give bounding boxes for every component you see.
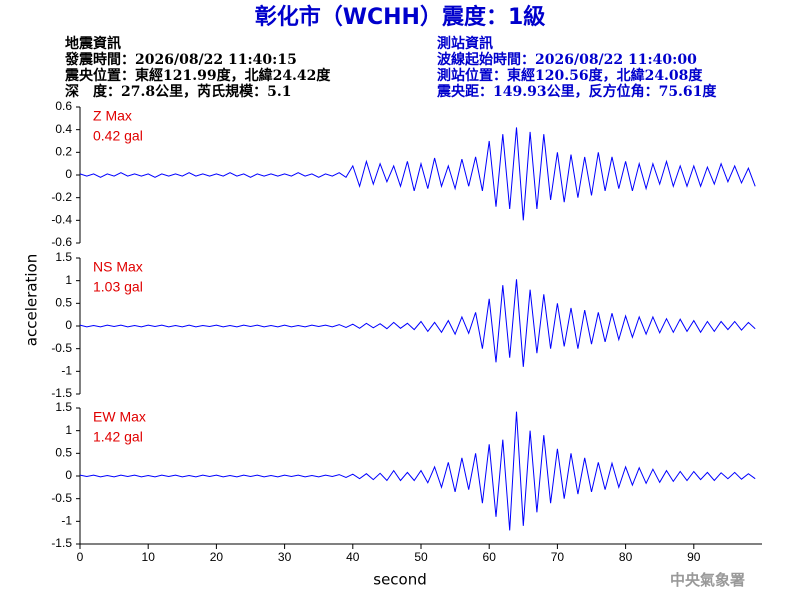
annotation: 1.03 gal [93, 279, 143, 295]
y-tick-label: 0.2 [55, 145, 72, 159]
station-info: 測站位置：東經120.56度，北緯24.08度 [437, 67, 703, 84]
y-tick-label: 0.4 [55, 122, 72, 136]
annotation: 0.42 gal [93, 128, 143, 144]
y-tick-label: 0 [65, 318, 72, 332]
x-tick-label: 20 [210, 550, 224, 564]
y-tick-label: 0.5 [55, 446, 72, 460]
x-tick-label: 40 [346, 550, 360, 564]
annotation: NS Max [93, 259, 143, 275]
x-tick-label: 10 [142, 550, 156, 564]
y-axis-label: acceleration [23, 254, 41, 346]
y-tick-label: -1 [61, 364, 72, 378]
y-tick-label: 0 [65, 167, 72, 181]
y-tick-label: -1 [61, 514, 72, 528]
y-tick-label: -0.6 [51, 235, 72, 249]
y-tick-label: -1.5 [51, 536, 72, 550]
event-info: 深 度：27.8公里，芮氏規模：5.1 [65, 83, 291, 100]
x-tick-label: 70 [551, 550, 565, 564]
y-tick-label: 1.5 [55, 250, 72, 264]
title: 彰化市（WCHH）震度：1級 [255, 4, 546, 30]
y-tick-label: 0.5 [55, 296, 72, 310]
y-tick-label: 0.6 [55, 99, 72, 113]
y-tick-label: -0.5 [51, 491, 72, 505]
annotation: 1.42 gal [93, 429, 143, 445]
waveform [79, 127, 756, 221]
annotation: Z Max [93, 108, 132, 124]
event-info: 地震資訊 [65, 35, 121, 52]
station-info: 測站資訊 [437, 35, 493, 52]
y-tick-label: -0.5 [51, 341, 72, 355]
y-tick-label: 0 [65, 468, 72, 482]
x-tick-label: 80 [619, 550, 633, 564]
x-tick-label: 0 [77, 550, 84, 564]
waveform [79, 411, 756, 531]
y-tick-label: -0.2 [51, 190, 72, 204]
x-tick-label: 50 [414, 550, 428, 564]
event-info: 發震時間：2026/08/22 11:40:15 [64, 51, 297, 68]
y-tick-label: 1 [65, 423, 72, 437]
waveform [79, 279, 756, 367]
x-tick-label: 90 [687, 550, 701, 564]
y-tick-label: 1.5 [55, 400, 72, 414]
station-info: 波線起始時間：2026/08/22 11:40:00 [437, 51, 697, 68]
x-axis-label: second [373, 571, 427, 589]
footer: 中央氣象署 [670, 571, 745, 589]
annotation: EW Max [93, 409, 146, 425]
y-tick-label: 1 [65, 273, 72, 287]
x-tick-label: 30 [278, 550, 292, 564]
x-tick-label: 60 [483, 550, 497, 564]
event-info: 震央位置：東經121.99度，北緯24.42度 [64, 67, 331, 84]
y-tick-label: -1.5 [51, 386, 72, 400]
y-tick-label: -0.4 [51, 213, 72, 227]
station-info: 震央距：149.93公里，反方位角：75.61度 [436, 83, 717, 100]
